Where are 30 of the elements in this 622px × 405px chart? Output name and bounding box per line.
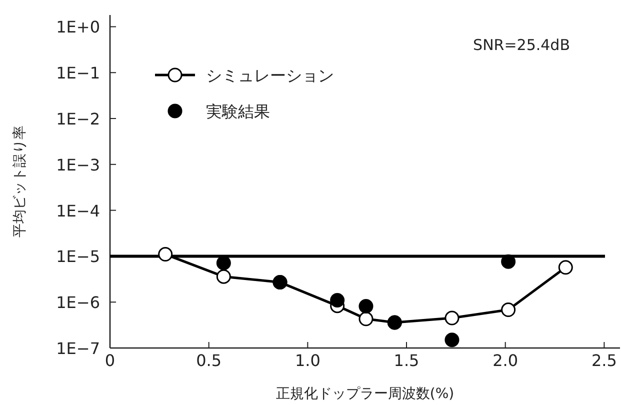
x-axis-title: 正規化ドップラー周波数(%)	[276, 386, 454, 402]
y-tick-label: 1E−1	[56, 64, 100, 83]
point	[501, 302, 516, 318]
legend-label: 実験結果	[206, 102, 270, 121]
legend-label: シミュレーション	[206, 66, 334, 85]
point	[158, 247, 173, 262]
x-tick-label: 1.0	[294, 351, 320, 370]
point	[216, 256, 231, 270]
x-tick-label: 0	[104, 351, 116, 370]
y-tick-label: 1E−4	[56, 201, 100, 220]
y-tick-label: 1E−3	[56, 155, 100, 174]
annotation: SNR=25.4dB	[473, 36, 570, 54]
x-tick-label: 2.0	[492, 351, 518, 370]
y-tick-label: 1E−7	[56, 339, 100, 358]
point	[444, 310, 460, 326]
x-tick-label: 2.5	[591, 351, 617, 370]
y-tick-label: 1E−6	[56, 293, 100, 312]
point	[501, 254, 516, 269]
y-tick-label: 1E+0	[56, 18, 100, 37]
y-tick-label: 1E−2	[56, 110, 100, 129]
point	[358, 299, 374, 314]
point	[358, 312, 374, 326]
point	[444, 332, 460, 348]
x-tick-label: 1.5	[394, 351, 420, 370]
point	[330, 292, 345, 308]
point	[558, 260, 573, 275]
y-tick-label: 1E−5	[56, 247, 100, 266]
x-tick-label: 0.5	[196, 351, 222, 370]
point	[216, 269, 231, 284]
y-axis-title: 平均ビット誤り率	[12, 126, 28, 238]
